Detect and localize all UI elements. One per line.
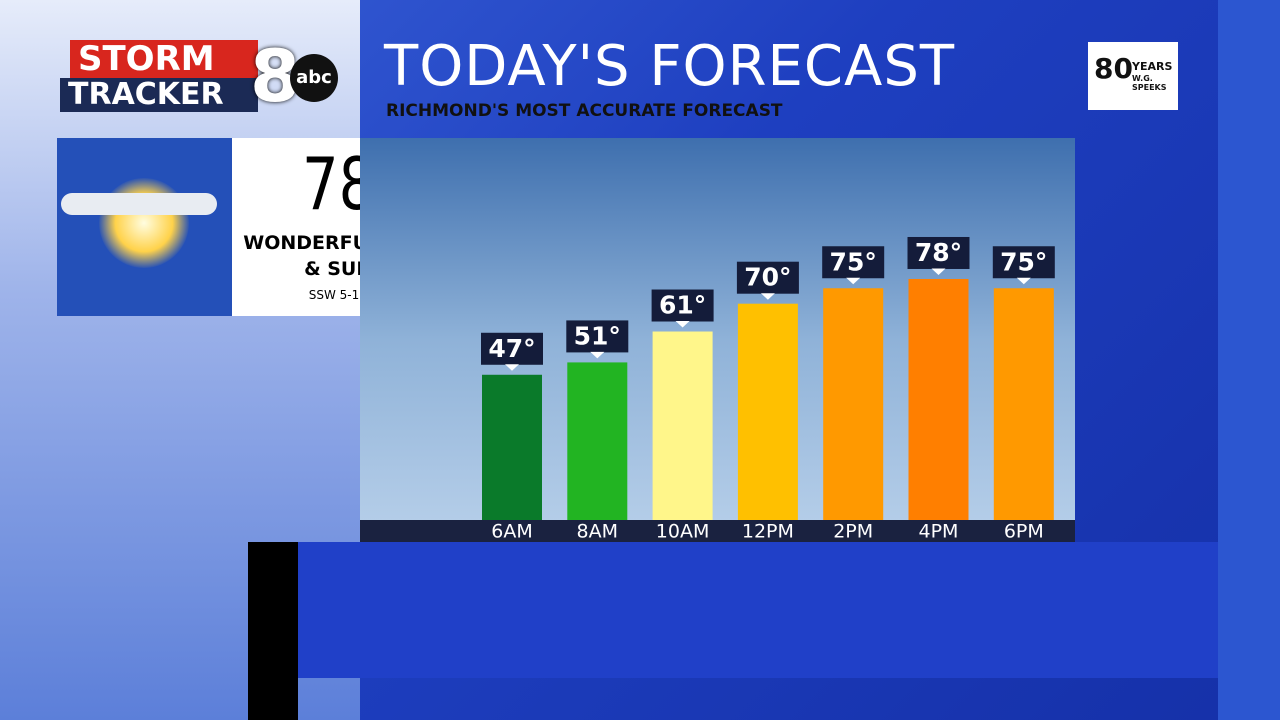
cloud — [61, 193, 217, 215]
sponsor-number: 80 — [1094, 52, 1133, 85]
value-label-box — [481, 332, 543, 365]
value-label: 75° — [830, 247, 877, 276]
value-label-box — [651, 289, 714, 322]
bar — [737, 303, 798, 520]
value-label: 70° — [744, 263, 791, 292]
bar — [482, 374, 542, 520]
sponsor-years: YEARS — [1132, 60, 1173, 73]
value-label-pointer — [590, 351, 605, 359]
bar — [652, 331, 713, 520]
value-label-pointer — [846, 277, 861, 285]
value-label: 61° — [659, 291, 706, 320]
value-label: 78° — [915, 238, 962, 267]
logo-network: abc — [290, 54, 338, 102]
logo-bottom: TRACKER — [60, 78, 258, 112]
lower-panel — [298, 542, 1218, 678]
value-label-pointer — [760, 293, 775, 300]
x-tick-label: 2PM — [833, 521, 873, 543]
value-label-pointer — [505, 364, 519, 371]
weather-icon — [57, 138, 232, 316]
x-tick-label: 12PM — [742, 521, 794, 543]
value-label: 47° — [488, 334, 535, 363]
x-tick-label: 6PM — [1004, 521, 1044, 543]
x-tick-label: 8AM — [577, 521, 618, 543]
x-tick-label: 6AM — [491, 521, 532, 543]
logo-top: STORM — [70, 40, 258, 78]
category-strip — [360, 520, 1075, 542]
value-label-box — [907, 236, 970, 269]
value-label: 75° — [1000, 247, 1047, 276]
value-label-box — [566, 320, 629, 353]
value-label-pointer — [931, 268, 946, 275]
black-bar — [248, 542, 298, 720]
value-label-box — [992, 246, 1055, 279]
title: TODAY'S FORECAST — [384, 34, 956, 99]
x-tick-label: 4PM — [919, 521, 959, 543]
sponsor-name: W.G. SPEEKS — [1132, 74, 1167, 92]
subtitle: RICHMOND'S MOST ACCURATE FORECAST — [386, 101, 783, 121]
logo: STORM TRACKER 8 abc — [60, 36, 340, 116]
sponsor-logo: 80 YEARS W.G. SPEEKS — [1088, 42, 1178, 110]
value-label-pointer — [675, 321, 690, 328]
value-label-box — [736, 261, 799, 294]
x-tick-label: 10AM — [656, 521, 710, 543]
value-label-box — [822, 246, 885, 279]
bar — [908, 278, 969, 520]
chart: 47° 6AM 51° 8AM 61° 10AM 70° 12PM 75° 2PM 78° 4PM 75… — [360, 138, 1075, 542]
bar — [823, 288, 884, 520]
value-label: 51° — [574, 321, 621, 350]
bar — [993, 288, 1054, 520]
value-label-pointer — [1016, 277, 1031, 285]
right-strip — [1218, 0, 1280, 720]
bar — [567, 362, 628, 520]
sun — [99, 178, 189, 268]
